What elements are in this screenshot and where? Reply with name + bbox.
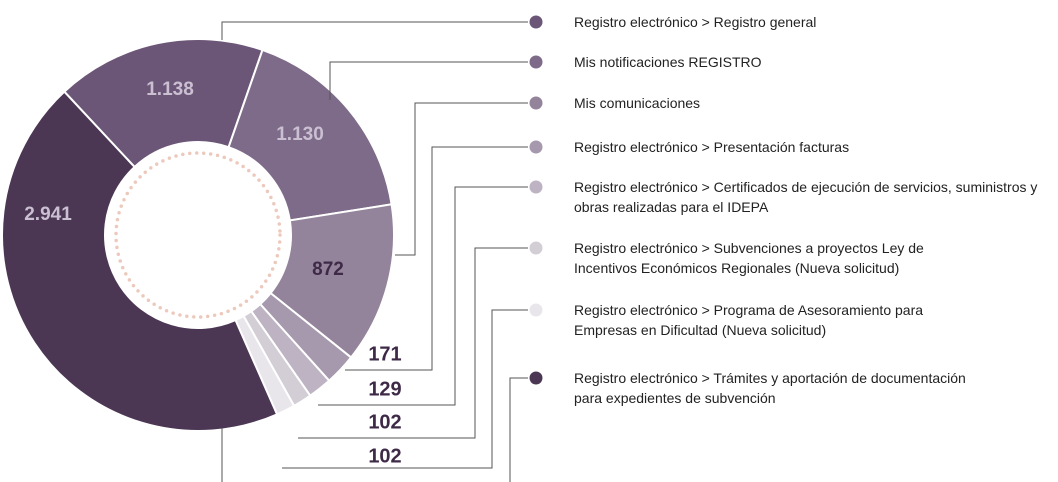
leader-line [395,102,528,256]
legend-label: Registro electrónico > Registro general [574,14,817,30]
value-label: 2.941 [24,204,72,225]
legend-marker [529,241,543,255]
leader-line [282,309,528,469]
inner-dots [114,151,282,319]
legend-marker [529,371,543,385]
legend-label: Mis comunicaciones [574,95,701,111]
legend-label: Registro electrónico > Subvenciones a pr… [574,240,924,276]
leader-line [509,377,528,482]
leader-line [221,21,528,40]
legend-marker [529,140,543,154]
leader-line [318,186,528,406]
legend-marker [529,55,543,69]
slice [0,90,279,432]
legend-marker [529,15,543,29]
leader-line [345,146,528,371]
value-label: 102 [368,445,401,467]
slice [227,48,393,222]
value-label: 129 [368,378,401,400]
leader-line [298,247,528,439]
value-label: 1.130 [276,124,324,145]
value-label: 872 [312,259,344,280]
legend-label: Registro electrónico > Trámites y aporta… [574,370,966,406]
slice [62,38,264,169]
value-label: 1.138 [146,79,194,100]
legend-label: Mis notificaciones REGISTRO [574,54,762,70]
leader-line [329,61,528,100]
value-label: 102 [368,411,401,433]
legend-marker [529,303,543,317]
legend-marker [529,180,543,194]
value-label: 171 [368,343,401,365]
legend-label: Registro electrónico > Certificados de e… [574,179,1038,215]
legend-label: Registro electrónico > Programa de Aseso… [574,302,924,338]
legend-marker [529,96,543,110]
legend-label: Registro electrónico > Presentación fact… [574,139,850,155]
